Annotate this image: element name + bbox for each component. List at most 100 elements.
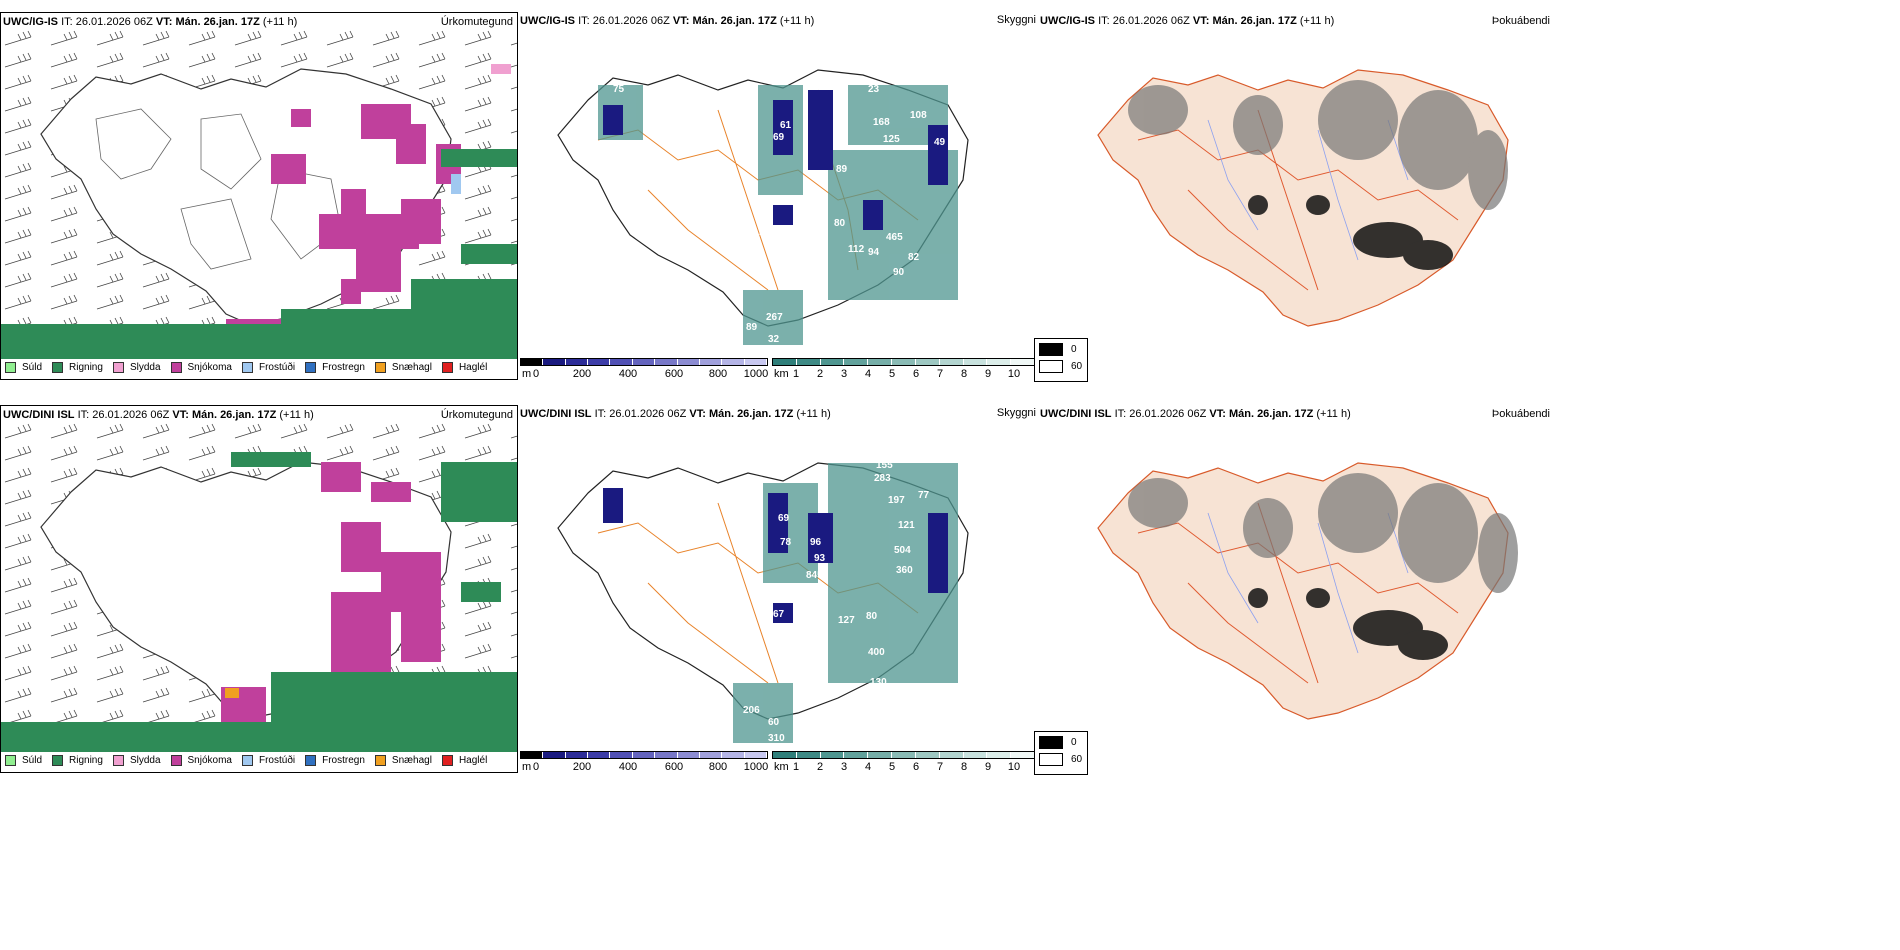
scale-label: 3 [840, 368, 848, 380]
vis-label: 267 [766, 312, 783, 323]
panel-name: Skyggni [996, 407, 1036, 419]
vis-label: 67 [773, 609, 785, 620]
scale-unit: m [522, 368, 532, 380]
scale-label: 1 [792, 368, 800, 380]
scale-label: 400 [618, 368, 638, 380]
scale-label: 1 [792, 761, 800, 773]
vis-label: 90 [893, 267, 905, 278]
fog-map [1097, 462, 1518, 720]
panel-title: UWC/IG-IS IT: 26.01.2026 06Z VT: Mán. 26… [520, 15, 815, 27]
vis-label: 360 [896, 565, 913, 576]
vis-label: 197 [888, 495, 905, 506]
visibility-map: 10 69 78 96 93 845 155 283 197 77 121 50… [557, 460, 969, 744]
scale-label: 8 [960, 368, 968, 380]
scale-unit: m [522, 761, 532, 773]
scale-unit: km [774, 368, 789, 380]
scale-label: 600 [664, 761, 684, 773]
panel-name: Skyggni [996, 14, 1036, 26]
vis-label: 130 [870, 677, 887, 688]
legend-item: Frostúði [241, 755, 295, 766]
fog-legend: 0 60 [1034, 338, 1088, 382]
vis-label: 60 [768, 717, 780, 728]
vis-label: 82 [908, 252, 920, 263]
vis-label: 845 [806, 570, 823, 581]
fog-legend: 0 60 [1034, 731, 1088, 775]
vis-label: 78 [758, 227, 770, 238]
scale-label: 6 [912, 368, 920, 380]
legend-item: Frostregn [305, 362, 365, 373]
scale-label: 400 [618, 761, 638, 773]
vis-label: 93 [814, 553, 826, 564]
visibility-scale-m: m 0 200 400 600 800 1000 [520, 751, 768, 785]
vis-label: 465 [886, 232, 903, 243]
legend-item: Slydda [112, 362, 161, 373]
vis-label: 80 [866, 611, 878, 622]
fog-legend-label: 60 [1071, 361, 1083, 372]
vis-label: 80 [834, 218, 846, 229]
legend-item: Snæhagl [374, 362, 432, 373]
precip-legend: Súld Rigning Slydda Snjókoma Frostúði Fr… [5, 755, 497, 766]
visibility-scale-m: m 0 200 400 600 800 1000 [520, 358, 768, 392]
scale-label: 9 [984, 761, 992, 773]
panel-name: Þokuábendi [1491, 408, 1550, 420]
panel-name: Úrkomutegund [440, 16, 513, 28]
precip-panel-top: UWC/IG-IS IT: 26.01.2026 06Z VT: Mán. 26… [0, 12, 518, 380]
fog-panel-bottom: UWC/DINI ISL IT: 26.01.2026 06Z VT: Mán.… [1034, 405, 1898, 775]
vis-label: 77 [918, 490, 930, 501]
vis-label: 310 [768, 733, 785, 744]
vis-label: 89 [746, 322, 758, 333]
vis-label: 10 [613, 477, 625, 488]
legend-item: Snæhagl [374, 755, 432, 766]
fog-legend-label: 0 [1071, 737, 1077, 748]
vis-label: 504 [894, 545, 911, 556]
scale-label: 4 [864, 368, 872, 380]
vis-label: 69 [778, 513, 790, 524]
scale-label: 0 [532, 368, 540, 380]
visibility-scale-km: km 1 2 3 4 5 6 7 8 9 10 [772, 751, 1036, 785]
scale-label: 10 [1007, 368, 1021, 380]
vis-label: 206 [743, 705, 760, 716]
vis-label: 94 [868, 247, 880, 258]
scale-label: 10 [1007, 761, 1021, 773]
legend-item: Snjókoma [170, 755, 232, 766]
vis-label: 75 [613, 84, 625, 95]
vis-label: 168 [873, 117, 890, 128]
vis-label: 108 [910, 110, 927, 121]
scale-label: 4 [864, 761, 872, 773]
scale-label: 6 [912, 761, 920, 773]
scale-label: 8 [960, 761, 968, 773]
legend-item: Rigning [52, 755, 103, 766]
scale-label: 800 [708, 761, 728, 773]
legend-item: Súld [5, 362, 42, 373]
panel-title: UWC/DINI ISL IT: 26.01.2026 06Z VT: Mán.… [520, 408, 831, 420]
vis-label: 99 [728, 597, 740, 608]
scale-label: 5 [888, 761, 896, 773]
panel-name: Þokuábendi [1491, 15, 1550, 27]
scale-label: 1000 [743, 368, 769, 380]
scale-label: 3 [840, 761, 848, 773]
fog-map [1097, 69, 1509, 327]
visibility-map: 75 61 69 23 168 108 125 49 89 80 112 465… [557, 69, 969, 345]
legend-item: Frostúði [241, 362, 295, 373]
scale-label: 7 [936, 368, 944, 380]
legend-item: Frostregn [305, 755, 365, 766]
scale-label: 2 [816, 368, 824, 380]
vis-label: 96 [810, 537, 822, 548]
fog-legend-label: 60 [1071, 754, 1083, 765]
scale-label: 800 [708, 368, 728, 380]
visibility-scale-km: km 1 2 3 4 5 6 7 8 9 10 [772, 358, 1036, 392]
precip-legend: Súld Rigning Slydda Snjókoma Frostúði Fr… [5, 362, 497, 373]
scale-label: 0 [532, 761, 540, 773]
fog-panel-top: UWC/IG-IS IT: 26.01.2026 06Z VT: Mán. 26… [1034, 12, 1898, 382]
scale-label: 200 [572, 368, 592, 380]
vis-label: 89 [836, 164, 848, 175]
vis-label: 127 [838, 615, 855, 626]
precip-map [1, 29, 517, 359]
scale-label: 5 [888, 368, 896, 380]
scale-label: 1000 [743, 761, 769, 773]
vis-label: 32 [768, 334, 780, 345]
visibility-panel-bottom: UWC/DINI ISL IT: 26.01.2026 06Z VT: Mán.… [518, 405, 1038, 773]
vis-label: 78 [780, 537, 792, 548]
legend-item: Slydda [112, 755, 161, 766]
legend-item: Haglél [441, 362, 487, 373]
